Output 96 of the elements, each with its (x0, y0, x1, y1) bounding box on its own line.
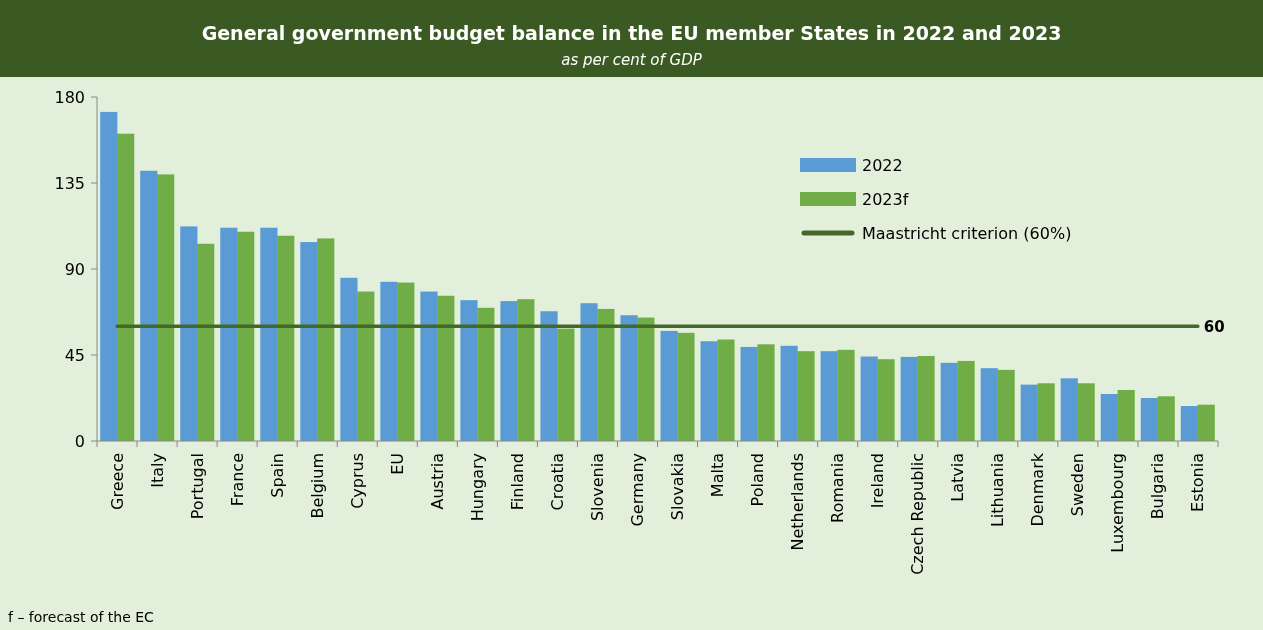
x-tick-label: Poland (748, 453, 768, 507)
bar (197, 243, 215, 441)
bar (500, 301, 518, 441)
x-tick-label: Czech Republic (908, 453, 928, 575)
x-tick-label: Slovakia (668, 453, 688, 521)
bar (1060, 378, 1078, 441)
bar (900, 356, 918, 441)
bar (157, 174, 175, 441)
bar (300, 242, 318, 441)
bar (237, 231, 255, 441)
bar (837, 349, 855, 441)
bar (1037, 383, 1055, 441)
x-tick-label: Ireland (868, 453, 888, 509)
bar (220, 227, 238, 441)
y-tick-label: 180 (54, 87, 85, 107)
bar (1140, 398, 1158, 441)
bar (1197, 404, 1215, 441)
bar (860, 356, 878, 441)
bar (357, 291, 375, 441)
x-tick-label: Greece (107, 453, 127, 510)
y-tick-label: 0 (74, 431, 85, 451)
bar (380, 281, 398, 441)
bar (1180, 406, 1198, 441)
bar (740, 346, 758, 441)
bar (580, 303, 598, 441)
bar (557, 328, 575, 441)
bar (1100, 393, 1118, 441)
chart-title: General government budget balance in the EU member States in 2022 and 2023 (201, 22, 1062, 44)
data-label: 60 (1203, 317, 1225, 336)
bar (660, 330, 678, 441)
bar (340, 277, 358, 441)
x-tick-label: EU (387, 453, 407, 475)
bar (420, 291, 438, 441)
bar (980, 368, 998, 441)
x-tick-label: Lithuania (988, 453, 1008, 528)
x-tick-label: Netherlands (788, 453, 808, 551)
bar (517, 299, 535, 441)
bar (100, 111, 118, 441)
x-tick-label: Spain (267, 453, 287, 498)
bar (477, 307, 495, 441)
bar (540, 311, 558, 441)
bar (757, 344, 775, 441)
bar (117, 133, 135, 441)
bar (997, 369, 1015, 441)
x-tick-label: Slovenia (588, 453, 608, 522)
chart-subtitle: as per cent of GDP (561, 51, 703, 69)
x-tick-label: Luxembourg (1108, 453, 1128, 553)
x-tick-label: Finland (508, 453, 528, 511)
bar (1117, 389, 1135, 441)
x-tick-label: Sweden (1068, 453, 1088, 517)
bar (780, 345, 798, 441)
y-tick-label: 45 (64, 345, 85, 365)
x-tick-label: Estonia (1188, 453, 1208, 512)
y-tick-label: 90 (64, 259, 85, 279)
bar (140, 170, 158, 441)
legend-label: 2023f (862, 189, 909, 209)
x-tick-label: Portugal (187, 453, 207, 520)
bar (677, 332, 695, 441)
x-tick-label: Belgium (307, 453, 327, 519)
bar (620, 315, 638, 441)
bar (277, 235, 295, 441)
x-tick-label: Italy (147, 453, 167, 488)
x-tick-label: France (227, 453, 247, 507)
x-tick-label: Denmark (1028, 452, 1048, 527)
y-tick-label: 135 (54, 173, 85, 193)
x-tick-label: Croatia (548, 453, 568, 511)
x-tick-label: Cyprus (347, 453, 367, 509)
bar (460, 300, 478, 441)
x-tick-label: Latvia (948, 453, 968, 502)
bar (637, 317, 655, 441)
bar (397, 282, 415, 441)
bar (1157, 396, 1175, 441)
legend-label: 2022 (862, 155, 903, 175)
bar (260, 227, 278, 441)
bar (597, 308, 615, 441)
bar (917, 355, 935, 441)
bar (700, 341, 718, 441)
bar (957, 360, 975, 441)
bar (797, 351, 815, 441)
bar (820, 351, 838, 441)
x-tick-label: Malta (708, 453, 728, 498)
x-tick-label: Romania (828, 453, 848, 523)
bar (877, 359, 895, 441)
bar (1020, 384, 1038, 441)
x-tick-label: Austria (427, 453, 447, 510)
x-tick-label: Bulgaria (1148, 453, 1168, 520)
text: f – forecast of the EC (8, 609, 155, 625)
bar (940, 362, 958, 441)
x-tick-label: Hungary (468, 453, 487, 522)
legend-label: Maastricht criterion (60%) (862, 223, 1072, 243)
bar (437, 295, 455, 441)
bar (180, 226, 198, 441)
bar (1077, 383, 1095, 441)
bar (717, 339, 735, 441)
x-tick-label: Germany (628, 453, 648, 527)
bar (317, 238, 335, 441)
